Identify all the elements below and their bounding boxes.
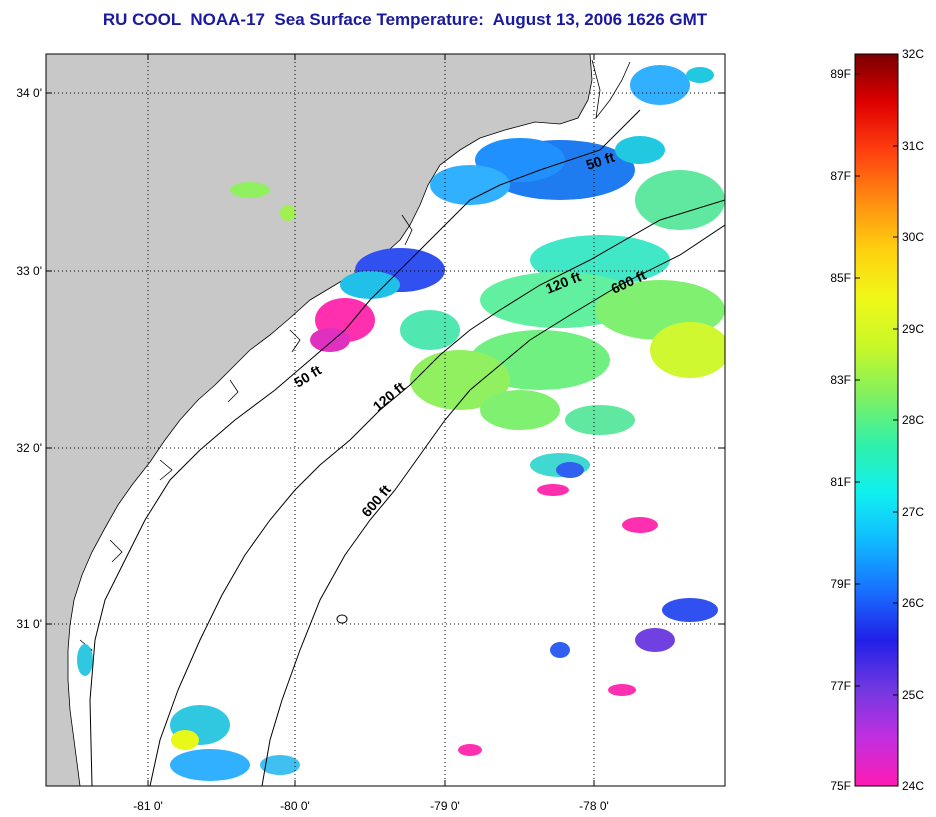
map-frame	[45, 53, 726, 787]
colorbar-celsius-label: 26C	[902, 596, 924, 610]
colorbar-celsius-label: 31C	[902, 139, 924, 153]
isobath-50ft	[89, 109, 641, 786]
isobath-600ft	[261, 224, 725, 786]
colorbar-fahrenheit-label: 83F	[830, 373, 851, 387]
map-ticks	[46, 54, 725, 786]
isobath-120ft	[149, 199, 725, 786]
colorbar-celsius-label: 25C	[902, 688, 924, 702]
longitude-label: -78 0'	[579, 799, 609, 813]
colorbar-celsius-label: 27C	[902, 505, 924, 519]
colorbar-celsius-label: 30C	[902, 230, 924, 244]
colorbar-celsius-label: 32C	[902, 47, 924, 61]
longitude-label: -81 0'	[133, 799, 163, 813]
colorbar-fahrenheit-label: 75F	[830, 779, 851, 793]
colorbar-fahrenheit-label: 79F	[830, 577, 851, 591]
latitude-label: 33 0'	[16, 264, 42, 278]
colorbar-fahrenheit-label: 89F	[830, 67, 851, 81]
isobath-closed-contour	[336, 614, 348, 624]
latitude-label: 34 0'	[16, 86, 42, 100]
colorbar-fahrenheit-label: 85F	[830, 271, 851, 285]
colorbar-celsius-label: 24C	[902, 779, 924, 793]
longitude-label: -79 0'	[430, 799, 460, 813]
land-mass	[46, 54, 593, 786]
longitude-label: -80 0'	[280, 799, 310, 813]
colorbar-fahrenheit-label: 87F	[830, 169, 851, 183]
latitude-label: 32 0'	[16, 441, 42, 455]
colorbar-ticks	[855, 53, 898, 787]
page-title: RU COOL NOAA-17 Sea Surface Temperature:…	[102, 10, 708, 29]
colorbar-celsius-label: 28C	[902, 413, 924, 427]
sst-data-layer	[77, 65, 725, 781]
colorbar-celsius-label: 29C	[902, 322, 924, 336]
latitude-label: 31 0'	[16, 617, 42, 631]
colorbar-fahrenheit-label: 77F	[830, 679, 851, 693]
colorbar-fahrenheit-label: 81F	[830, 475, 851, 489]
colorbar	[854, 53, 899, 787]
coastline-detail	[79, 59, 631, 663]
